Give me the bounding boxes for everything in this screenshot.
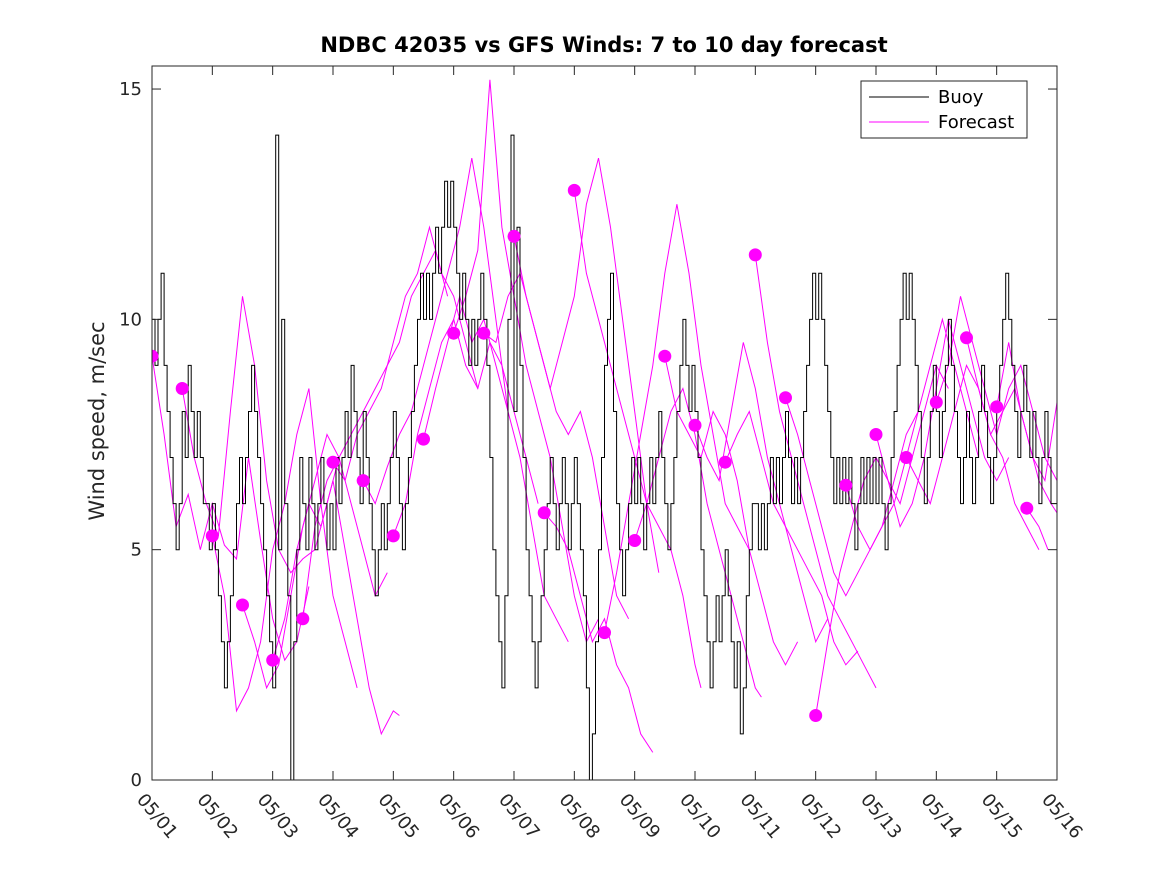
x-tick-label: 05/03 [253, 790, 302, 843]
forecast-marker-11 [477, 326, 491, 340]
x-tick-label: 05/10 [675, 790, 724, 843]
x-tick-label: 05/11 [736, 790, 785, 843]
x-tick-label: 05/13 [856, 790, 905, 843]
forecast-line-1 [181, 296, 340, 574]
x-tick-label: 05/14 [917, 790, 966, 843]
y-tick-label: 15 [119, 79, 142, 100]
y-axis-label: Wind speed, m/sec [85, 321, 109, 520]
x-tick-label: 05/04 [313, 790, 362, 843]
buoy-line [152, 134, 1057, 780]
legend-box [860, 80, 1028, 139]
forecast-line-29 [1026, 507, 1049, 550]
y-tick-label: 10 [119, 309, 142, 330]
forecast-line-3 [242, 433, 388, 690]
x-tick-label: 05/05 [374, 790, 423, 843]
legend-forecast-label: Forecast [938, 112, 1014, 133]
forecast-marker-15 [598, 626, 611, 640]
forecast-marker-2 [205, 529, 219, 543]
forecast-line-23 [845, 317, 980, 551]
chart-title: NDBC 42035 vs GFS Winds: 7 to 10 day for… [320, 33, 887, 57]
x-tick-label: 05/02 [193, 790, 242, 843]
forecast-marker-9 [417, 432, 430, 446]
plot-area [152, 79, 1057, 780]
forecast-marker-4 [266, 653, 280, 667]
x-tick-label: 05/12 [796, 790, 845, 843]
x-tick-label: 05/09 [615, 790, 664, 843]
forecast-marker-21 [779, 391, 792, 405]
forecast-line-11 [483, 271, 630, 620]
forecast-marker-27 [960, 331, 973, 345]
forecast-line-21 [785, 397, 919, 597]
forecast-marker-16 [628, 534, 642, 547]
forecast-line-7 [362, 158, 509, 505]
forecast-marker-10 [447, 326, 461, 340]
forecast-marker-20 [748, 248, 762, 262]
forecast-marker-7 [356, 474, 370, 488]
x-tick-label: 05/16 [1037, 790, 1086, 843]
forecast-marker-24 [869, 428, 883, 441]
forecast-line-25 [905, 364, 1040, 550]
forecast-marker-22 [809, 709, 823, 722]
forecast-marker-8 [386, 529, 400, 543]
forecast-line-0 [152, 356, 310, 662]
forecast-marker-14 [567, 183, 581, 197]
forecast-marker-26 [929, 395, 943, 409]
forecast-marker-3 [236, 598, 249, 612]
forecast-marker-18 [688, 418, 702, 432]
forecast-line-22 [815, 364, 949, 716]
forecast-line-4 [272, 480, 400, 736]
forecast-marker-19 [718, 455, 732, 469]
forecast-marker-1 [175, 382, 189, 395]
forecast-line-12 [513, 157, 660, 573]
forecast-line-10 [453, 79, 599, 644]
x-tick-label: 05/01 [132, 790, 181, 843]
legend-buoy-label: Buoy [938, 87, 984, 108]
forecast-marker-6 [326, 455, 340, 469]
axes-frame [151, 65, 1058, 781]
y-tick-label: 5 [131, 540, 142, 561]
forecast-marker-13 [537, 506, 551, 520]
forecast-line-19 [724, 410, 859, 666]
forecast-line-20 [754, 254, 877, 689]
forecast-line-14 [573, 190, 702, 689]
forecast-marker-29 [1020, 501, 1034, 515]
forecast-marker-28 [990, 400, 1004, 414]
forecast-marker-12 [507, 229, 521, 243]
forecast-marker-23 [839, 478, 853, 492]
forecast-line-24 [875, 319, 1010, 528]
forecast-line-28 [996, 342, 1057, 483]
forecast-line-8 [392, 318, 539, 537]
x-tick-label: 05/08 [555, 790, 604, 843]
forecast-marker-17 [658, 349, 672, 363]
forecast-line-18 [694, 342, 829, 644]
forecast-marker-25 [899, 451, 913, 464]
forecast-line-6 [332, 225, 479, 482]
x-tick-label: 05/06 [434, 790, 483, 843]
forecast-marker-5 [296, 612, 310, 626]
x-tick-label: 05/15 [977, 790, 1026, 843]
forecast-line-17 [664, 356, 799, 666]
x-tick-label: 05/07 [494, 790, 543, 843]
y-tick-label: 0 [131, 770, 142, 791]
forecast-marker-0 [152, 349, 159, 363]
legend: Buoy Forecast [860, 80, 1028, 139]
